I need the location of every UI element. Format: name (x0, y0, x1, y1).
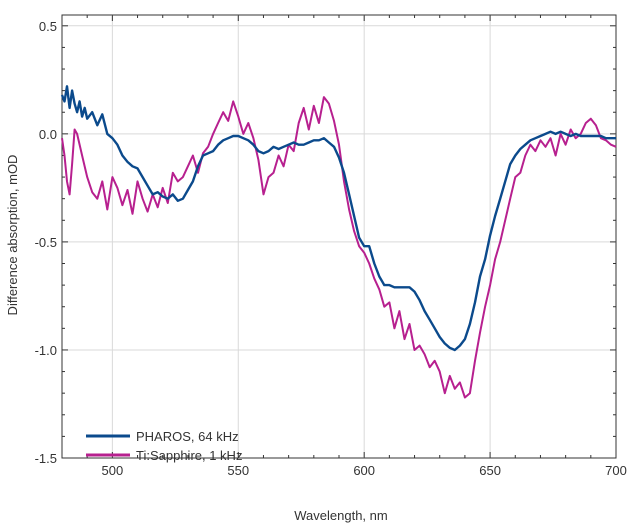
axis-ticks (61, 15, 617, 459)
y-tick-label: 0.0 (39, 127, 57, 142)
legend: PHAROS, 64 kHz Ti:Sapphire, 1 kHz (86, 429, 242, 463)
x-axis-title: Wavelength, nm (294, 508, 387, 523)
x-tick-label: 650 (479, 463, 501, 478)
y-tick-label: -1.5 (35, 451, 57, 466)
legend-label-pharos: PHAROS, 64 kHz (136, 429, 239, 444)
x-tick-label: 600 (353, 463, 375, 478)
x-tick-label: 500 (102, 463, 124, 478)
legend-label-tisapphire: Ti:Sapphire, 1 kHz (136, 448, 242, 463)
series-lines (60, 85, 617, 399)
y-axis-title: Difference absorption, mOD (5, 155, 20, 316)
y-tick-labels: 0.5 0.0 -0.5 -1.0 -1.5 (35, 19, 57, 466)
x-tick-label: 550 (227, 463, 249, 478)
x-tick-label: 700 (605, 463, 627, 478)
y-tick-label: 0.5 (39, 19, 57, 34)
grid-lines (62, 15, 616, 458)
x-tick-labels: 500 550 600 650 700 (102, 463, 627, 478)
y-tick-label: -1.0 (35, 343, 57, 358)
series-line-tisapphire (61, 96, 617, 399)
plot-area (61, 14, 617, 459)
y-tick-label: -0.5 (35, 235, 57, 250)
series-line-pharos (60, 85, 616, 352)
